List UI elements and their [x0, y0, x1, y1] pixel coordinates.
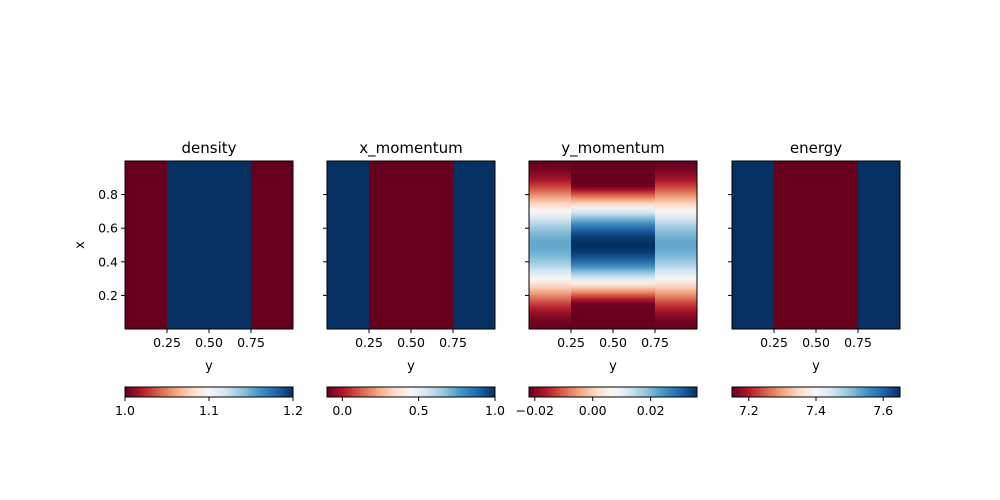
colorbar-tick-label: 7.6	[873, 403, 893, 418]
y-tick-label: 0.4	[98, 254, 118, 269]
x-axis-label: y	[609, 359, 617, 374]
x-tick-label: 0.50	[195, 335, 223, 350]
x-tick-label: 0.50	[397, 335, 425, 350]
x-tick-label: 0.75	[237, 335, 265, 350]
heatmap-band-2	[369, 161, 454, 329]
colorbar-tick-label: 1.2	[283, 403, 303, 418]
panel-title: density	[182, 139, 237, 157]
heatmap-band-3	[251, 161, 294, 329]
panel-y-momentum: y_momentum 0.25 0.50 0.75 y −0.02 0.00 0.02	[516, 139, 698, 418]
heatmap-inner-band	[571, 161, 655, 329]
panel-title: x_momentum	[359, 139, 463, 158]
colorbar-tick-label: 0.00	[579, 403, 607, 418]
y-tick-label: 0.2	[98, 288, 118, 303]
colorbar-tick-label: 0.5	[409, 403, 429, 418]
x-tick-label: 0.25	[760, 335, 788, 350]
colorbar-tick-label: 7.2	[739, 403, 759, 418]
heatmap-band-2	[774, 161, 859, 329]
x-tick-label: 0.25	[557, 335, 585, 350]
heatmap-band-3	[453, 161, 496, 329]
colorbar	[326, 386, 496, 398]
x-tick-label: 0.25	[355, 335, 383, 350]
colorbar-tick-label: −0.02	[516, 403, 554, 418]
colorbar-tick-label: 1.0	[115, 403, 135, 418]
colorbar	[731, 386, 901, 398]
panel-x-momentum: x_momentum 0.25 0.50 0.75 y 0.0 0.5 1.0	[323, 139, 505, 418]
heatmap-band-3	[858, 161, 901, 329]
x-tick-label: 0.75	[641, 335, 669, 350]
heatmap-band-2	[167, 161, 252, 329]
x-tick-label: 0.25	[153, 335, 181, 350]
heatmap-band-1	[327, 161, 370, 329]
heatmap-band-1	[732, 161, 775, 329]
x-axis-label: y	[205, 359, 213, 374]
y-tick-label: 0.6	[98, 221, 118, 236]
colorbar	[528, 386, 698, 398]
colorbar-tick-label: 0.0	[332, 403, 352, 418]
x-axis-label: y	[812, 359, 820, 374]
x-tick-label: 0.75	[439, 335, 467, 350]
panel-density: density 0.25 0.50 0.75 y 0.8 0.6 0.4 0.2 x 1.0 1.1 1…	[73, 139, 303, 418]
colorbar-tick-label: 7.4	[806, 403, 826, 418]
colorbar-tick-label: 1.0	[485, 403, 505, 418]
panel-title: energy	[790, 139, 842, 157]
colorbar	[124, 386, 294, 398]
x-axis-label: y	[407, 359, 415, 374]
x-tick-label: 0.75	[844, 335, 872, 350]
y-tick-label: 0.8	[98, 187, 118, 202]
panel-title: y_momentum	[561, 139, 665, 158]
colorbar-tick-label: 0.02	[637, 403, 665, 418]
colorbar-tick-label: 1.1	[199, 403, 219, 418]
y-axis-label: x	[73, 241, 88, 249]
x-tick-label: 0.50	[802, 335, 830, 350]
heatmap-band-1	[125, 161, 168, 329]
x-tick-label: 0.50	[599, 335, 627, 350]
panel-energy: energy 0.25 0.50 0.75 y 7.2 7.4 7.6	[728, 139, 901, 418]
